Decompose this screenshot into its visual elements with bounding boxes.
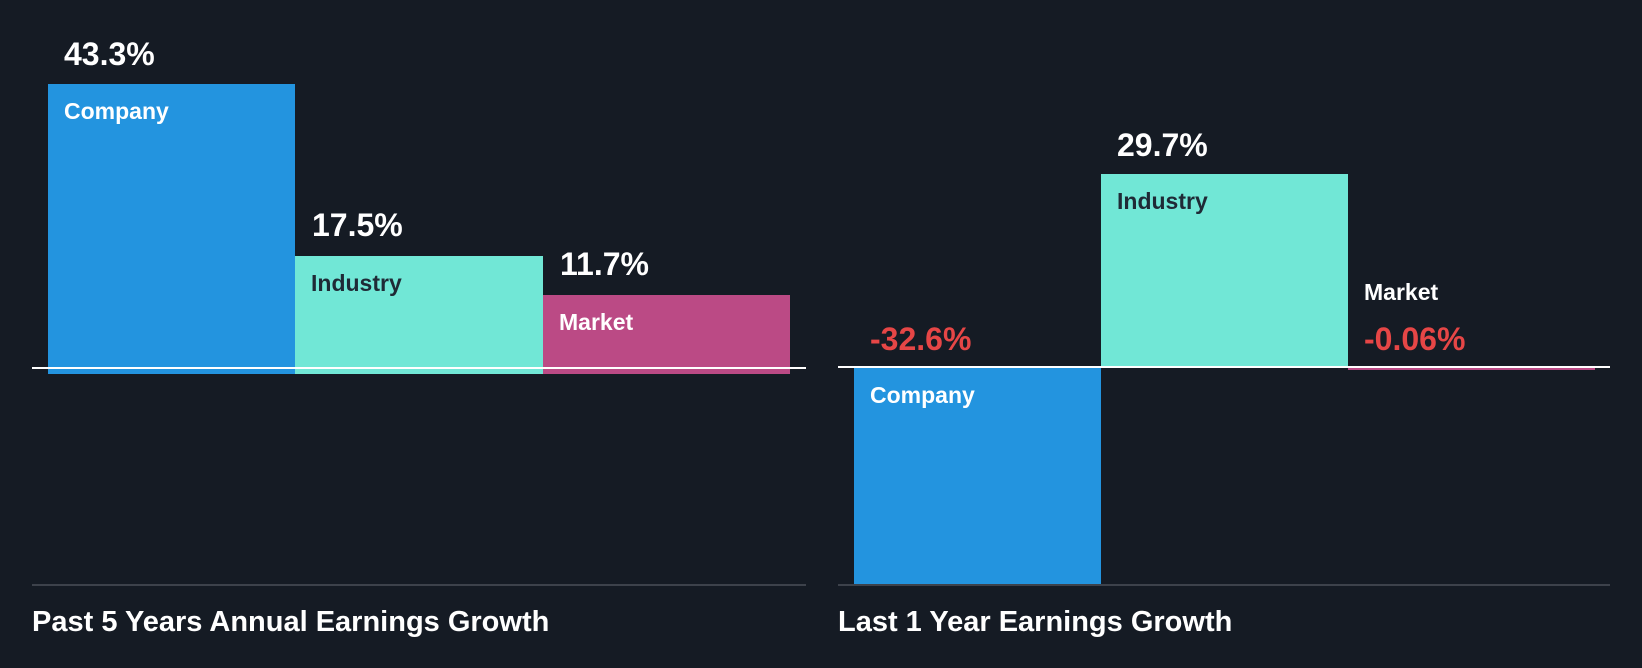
value-industry: 17.5% xyxy=(312,207,403,243)
chart-title: Last 1 Year Earnings Growth xyxy=(838,606,1233,638)
bar-industry: Industry xyxy=(1101,174,1348,368)
bar-label-industry: Industry xyxy=(311,270,402,296)
bar-company: Company xyxy=(48,84,295,374)
baseline-divider xyxy=(32,584,806,586)
chart-past-5-years: Company 43.3% Industry 17.5% Market 11.7… xyxy=(0,0,820,668)
zero-line xyxy=(32,367,806,369)
bar-label-company: Company xyxy=(64,98,169,124)
bar-industry: Industry xyxy=(295,256,543,374)
baseline-divider xyxy=(838,584,1610,586)
bar-label-market: Market xyxy=(1364,279,1439,305)
value-industry: 29.7% xyxy=(1117,127,1208,163)
bar-label-company: Company xyxy=(870,382,975,408)
value-market: -0.06% xyxy=(1364,321,1466,357)
value-company: -32.6% xyxy=(870,321,972,357)
value-company: 43.3% xyxy=(64,36,155,72)
bar-market: Market xyxy=(543,295,790,374)
bar-label-industry: Industry xyxy=(1117,188,1208,214)
chart-title: Past 5 Years Annual Earnings Growth xyxy=(32,606,550,638)
bar-market xyxy=(1348,368,1595,370)
value-market: 11.7% xyxy=(560,246,649,282)
bar-company: Company xyxy=(854,368,1101,584)
zero-line xyxy=(838,366,1610,368)
bar-label-market: Market xyxy=(559,309,634,335)
